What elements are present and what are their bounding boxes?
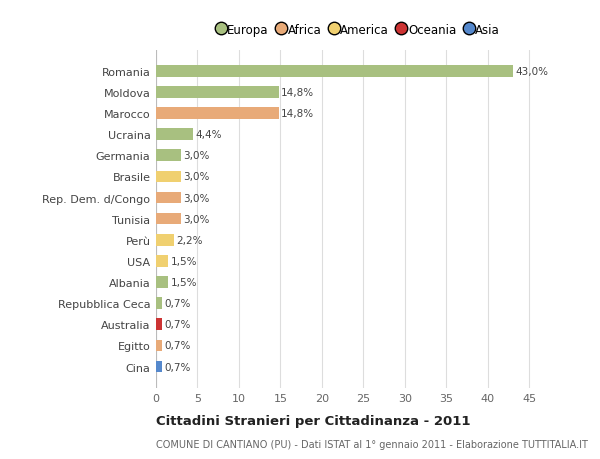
Text: 3,0%: 3,0% bbox=[184, 172, 210, 182]
Bar bbox=[156, 298, 162, 309]
Text: COMUNE DI CANTIANO (PU) - Dati ISTAT al 1° gennaio 2011 - Elaborazione TUTTITALI: COMUNE DI CANTIANO (PU) - Dati ISTAT al … bbox=[156, 440, 588, 449]
Text: 14,8%: 14,8% bbox=[281, 109, 314, 119]
Text: Cittadini Stranieri per Cittadinanza - 2011: Cittadini Stranieri per Cittadinanza - 2… bbox=[156, 414, 470, 428]
Text: 0,7%: 0,7% bbox=[164, 298, 191, 308]
Bar bbox=[156, 66, 513, 78]
Text: 0,7%: 0,7% bbox=[164, 362, 191, 372]
Bar bbox=[156, 108, 279, 120]
Text: 0,7%: 0,7% bbox=[164, 341, 191, 351]
Text: 3,0%: 3,0% bbox=[184, 193, 210, 203]
Bar bbox=[156, 171, 181, 183]
Bar bbox=[156, 87, 279, 99]
Bar bbox=[156, 235, 174, 246]
Text: 1,5%: 1,5% bbox=[171, 277, 197, 287]
Bar bbox=[156, 277, 169, 288]
Bar bbox=[156, 150, 181, 162]
Bar bbox=[156, 361, 162, 373]
Text: 0,7%: 0,7% bbox=[164, 319, 191, 330]
Text: 3,0%: 3,0% bbox=[184, 151, 210, 161]
Bar bbox=[156, 256, 169, 267]
Text: 43,0%: 43,0% bbox=[515, 67, 548, 77]
Bar bbox=[156, 129, 193, 140]
Legend: Europa, Africa, America, Oceania, Asia: Europa, Africa, America, Oceania, Asia bbox=[213, 19, 505, 42]
Text: 3,0%: 3,0% bbox=[184, 214, 210, 224]
Text: 2,2%: 2,2% bbox=[177, 235, 203, 245]
Bar bbox=[156, 213, 181, 225]
Text: 4,4%: 4,4% bbox=[195, 130, 221, 140]
Text: 1,5%: 1,5% bbox=[171, 256, 197, 266]
Text: 14,8%: 14,8% bbox=[281, 88, 314, 98]
Bar bbox=[156, 192, 181, 204]
Bar bbox=[156, 319, 162, 330]
Bar bbox=[156, 340, 162, 352]
